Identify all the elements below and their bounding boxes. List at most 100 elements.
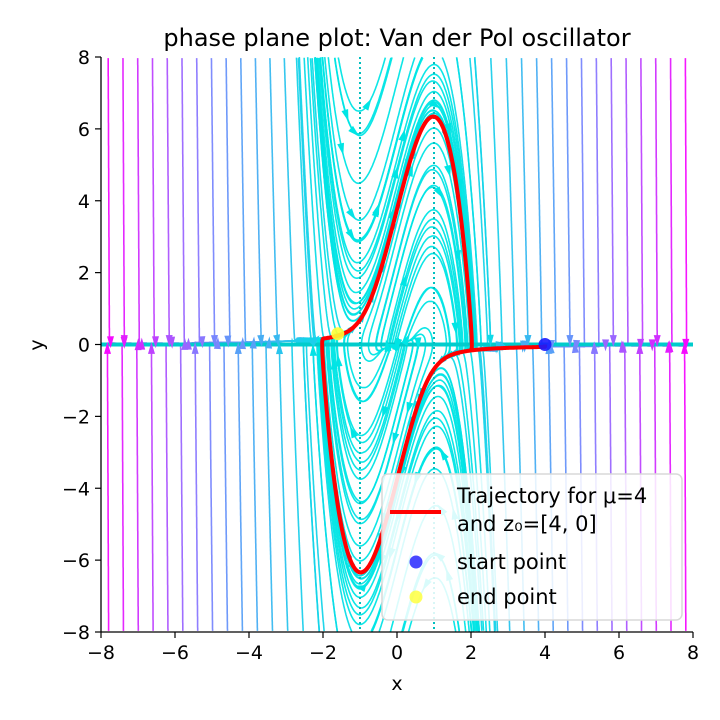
- stream-arrow: [211, 335, 218, 348]
- legend-end-swatch: [409, 590, 423, 604]
- stream-arrow: [609, 335, 617, 348]
- stream-arrow: [104, 341, 111, 354]
- stream-arrow: [666, 340, 674, 353]
- stream-arrow: [224, 335, 232, 348]
- stream-arrow: [637, 338, 645, 351]
- stream-arrow: [566, 335, 574, 348]
- legend-start-swatch: [409, 555, 423, 569]
- stream-arrow: [257, 334, 265, 347]
- streamline: [327, 57, 405, 185]
- x-tick-label: −6: [161, 642, 189, 664]
- streamline: [561, 58, 586, 348]
- start-point-marker: [538, 338, 552, 351]
- stream-arrow: [387, 206, 395, 220]
- y-tick-label: 4: [78, 191, 90, 213]
- streamline: [541, 58, 571, 348]
- streamline: [136, 342, 146, 631]
- stream-arrow: [681, 341, 689, 354]
- streamline: [166, 58, 180, 344]
- legend-end-label: end point: [457, 585, 557, 609]
- streamline: [237, 340, 281, 631]
- stream-arrow: [152, 336, 159, 349]
- streamline: [122, 58, 132, 344]
- stream-arrow: [273, 334, 280, 347]
- stream-arrow: [648, 339, 656, 352]
- streamline: [321, 57, 423, 241]
- y-tick-label: −2: [62, 406, 90, 428]
- x-tick-label: 8: [687, 642, 699, 664]
- streamline: [334, 57, 393, 137]
- y-axis-label: y: [26, 339, 48, 350]
- y-tick-label: 8: [78, 47, 90, 69]
- stream-arrow: [234, 341, 242, 354]
- streamline: [648, 58, 658, 347]
- streamline: [106, 342, 113, 631]
- stream-arrow: [346, 208, 356, 221]
- streamline: [181, 58, 197, 344]
- legend-trajectory-label-2: and z₀=[4, 0]: [457, 512, 597, 536]
- stream-arrow: [433, 186, 443, 199]
- stream-arrow: [401, 333, 410, 346]
- stream-arrow: [191, 341, 199, 354]
- y-tick-label: 6: [78, 119, 90, 141]
- streamline: [323, 56, 416, 222]
- streamline: [225, 58, 269, 344]
- end-point-marker: [331, 327, 345, 341]
- stream-arrow: [451, 322, 459, 335]
- legend: Trajectory for μ=4 and z₀=[4, 0] start p…: [381, 473, 683, 621]
- streamline: [613, 58, 629, 347]
- stream-arrow: [239, 337, 246, 350]
- stream-arrow: [350, 426, 358, 439]
- stream-arrow: [573, 339, 581, 352]
- stream-arrow: [454, 250, 462, 263]
- stream-arrow: [590, 341, 598, 354]
- stream-arrow: [335, 354, 343, 367]
- stream-arrow: [398, 129, 406, 142]
- stream-arrow: [444, 164, 451, 178]
- stream-arrow: [384, 339, 392, 353]
- stream-arrow: [249, 336, 257, 349]
- marker-points: [331, 327, 552, 351]
- streamline: [223, 341, 253, 631]
- streamline: [210, 58, 240, 344]
- stream-arrow: [148, 341, 155, 354]
- stream-arrow: [602, 339, 610, 352]
- stream-arrow: [392, 432, 400, 445]
- stream-arrow: [382, 405, 389, 419]
- y-tick-label: −4: [62, 478, 90, 500]
- stream-arrow: [414, 337, 422, 350]
- stream-arrow: [348, 125, 360, 137]
- x-tick-label: −8: [87, 642, 115, 664]
- stream-arrow: [653, 335, 661, 348]
- y-tick-label: 0: [78, 335, 90, 357]
- x-axis-label: x: [391, 673, 402, 695]
- legend-trajectory-label: Trajectory for μ=4: [456, 484, 647, 508]
- streamline: [665, 58, 673, 347]
- stream-arrow: [138, 337, 146, 350]
- stream-arrow: [682, 338, 690, 351]
- stream-arrow: [362, 98, 372, 111]
- stream-arrow: [213, 337, 221, 350]
- y-tick-label: 2: [78, 263, 90, 285]
- stream-arrow: [198, 336, 206, 349]
- y-tick-label: −8: [62, 622, 90, 644]
- streamline: [136, 58, 147, 344]
- x-tick-label: 0: [391, 642, 403, 664]
- streamline: [165, 342, 181, 631]
- streamline: [337, 57, 387, 112]
- x-tick-label: 6: [613, 642, 625, 664]
- stream-arrow: [395, 337, 402, 351]
- stream-arrow: [353, 585, 367, 592]
- stream-arrow: [439, 448, 449, 461]
- stream-arrow: [120, 335, 128, 348]
- axes: −8−8 −6 −6 −4 −4 −2 −2 0 0 2 2 4 4 6 6 8 8: [62, 47, 699, 664]
- streamline: [151, 58, 163, 344]
- stream-arrow: [345, 228, 356, 241]
- stream-arrow: [406, 401, 414, 415]
- stream-arrow: [618, 340, 626, 353]
- streamline: [208, 341, 233, 631]
- x-tick-label: 2: [465, 642, 477, 664]
- y-tick-label: −6: [62, 550, 90, 572]
- x-tick-label: −2: [309, 642, 337, 664]
